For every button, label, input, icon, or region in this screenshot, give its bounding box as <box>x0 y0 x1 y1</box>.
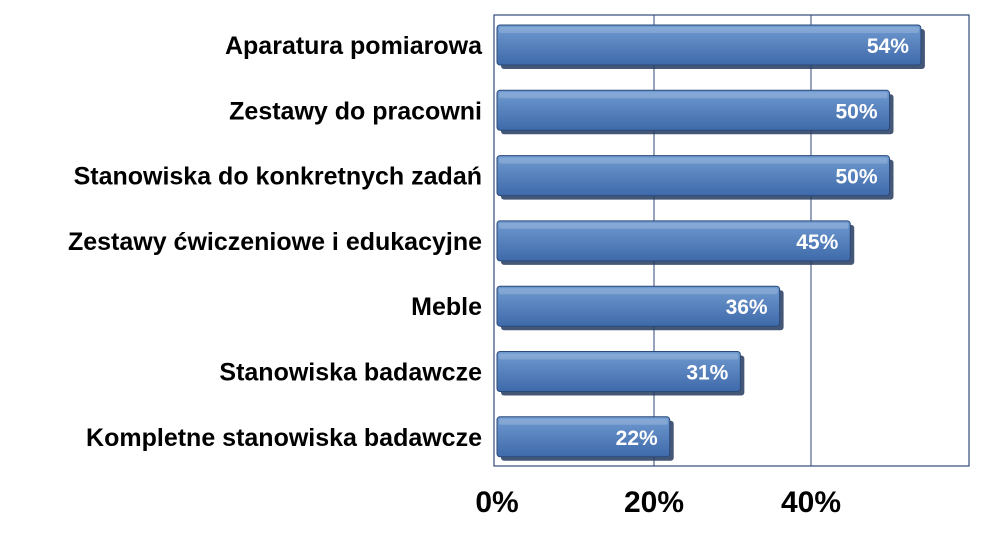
category-label: Aparatura pomiarowa <box>225 32 483 60</box>
bar-1 <box>496 24 922 66</box>
bar-highlight <box>499 222 849 229</box>
x-tick-label: 0% <box>475 486 518 519</box>
bars <box>496 24 925 461</box>
bar-7 <box>496 416 671 458</box>
bar-2 <box>496 89 890 131</box>
value-label: 45% <box>796 231 838 254</box>
x-tick-label: 40% <box>781 486 841 519</box>
category-label: Stanowiska badawcze <box>219 359 482 387</box>
value-label: 22% <box>616 427 658 450</box>
bar-5 <box>496 285 781 327</box>
bar-highlight <box>499 288 778 295</box>
value-label: 50% <box>835 100 877 123</box>
bar-3 <box>496 155 890 197</box>
value-label: 54% <box>867 35 909 58</box>
bar-highlight <box>499 157 888 164</box>
bar-highlight <box>499 27 919 33</box>
value-label: 50% <box>835 166 877 189</box>
category-labels: Aparatura pomiarowa Zestawy do pracowni St… <box>68 32 483 452</box>
x-axis-ticks: 0% 20% 40% <box>475 486 841 519</box>
bar-highlight <box>499 353 739 360</box>
plot-area-frame <box>493 14 970 467</box>
category-label: Zestawy ćwiczeniowe i edukacyjne <box>68 228 482 256</box>
x-tick-label: 20% <box>624 486 684 519</box>
value-label: 31% <box>686 362 728 385</box>
value-labels: 54% 50% 50% 45% 36% 31% 22% <box>616 35 910 450</box>
bar-highlight <box>499 92 888 99</box>
bar-4 <box>496 220 851 262</box>
category-label: Zestawy do pracowni <box>229 97 482 125</box>
bar-highlight <box>499 418 668 425</box>
bar-6 <box>496 351 741 392</box>
category-label: Kompletne stanowiska badawcze <box>86 424 482 452</box>
category-label: Stanowiska do konkretnych zadań <box>74 163 482 191</box>
value-label: 36% <box>726 296 768 319</box>
category-label: Meble <box>411 293 482 321</box>
